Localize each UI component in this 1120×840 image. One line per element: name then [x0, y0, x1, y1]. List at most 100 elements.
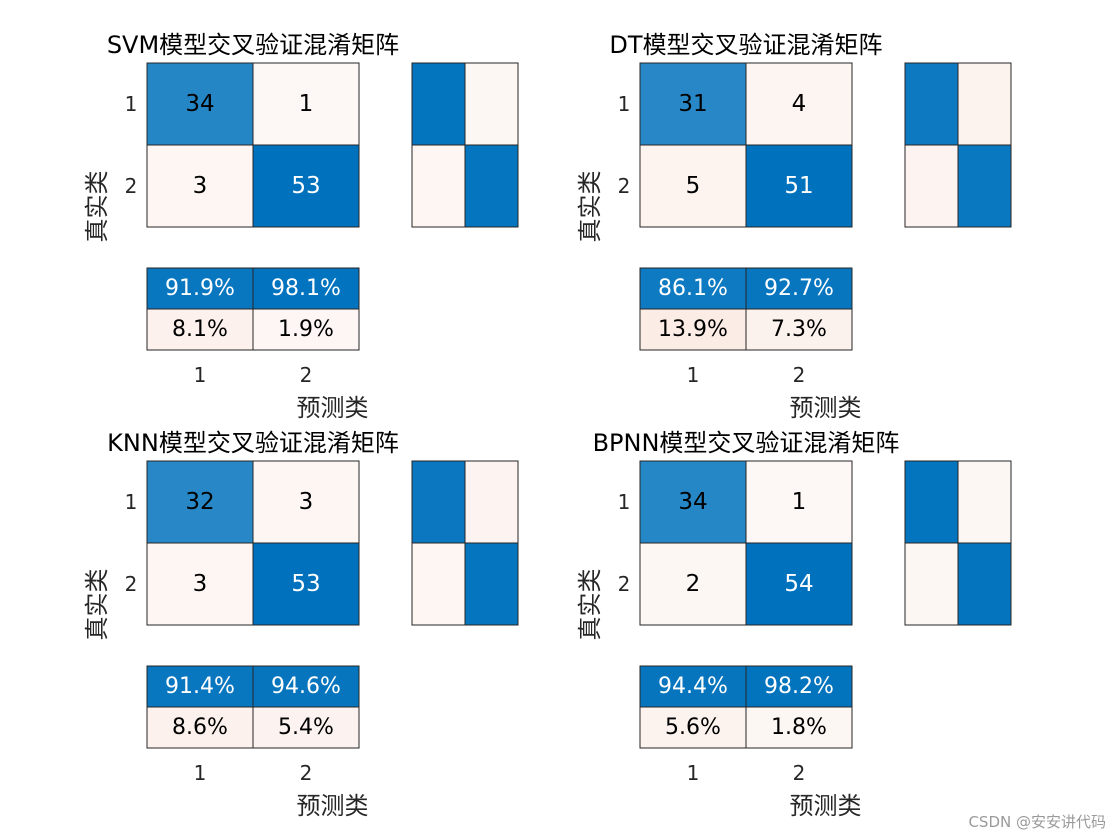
column-summary-correct-value: 98.1% [271, 276, 341, 301]
matrix-cell [745, 542, 853, 626]
x-axis-label: 预测类 [297, 792, 369, 820]
row-tick-label: 2 [125, 174, 138, 198]
column-summary-incorrect-value: 5.6% [665, 715, 721, 740]
confusion-chart-1: SVM模型交叉验证混淆矩阵 34 1 3 53 1 2 真实类 91.9% 98.1% 8.1% 1.… [83, 31, 519, 422]
column-summary-correct-value: 86.1% [658, 276, 728, 301]
column-summary-incorrect-value: 8.6% [172, 715, 228, 740]
column-summary-correct-cell [639, 665, 747, 708]
y-axis-label: 真实类 [83, 569, 111, 641]
matrix-cell [146, 542, 254, 626]
row-tick-label: 1 [618, 92, 631, 116]
matrix-cell [252, 460, 360, 544]
row-summary-cell [464, 62, 519, 146]
row-tick-label: 2 [125, 572, 138, 596]
chart-title: BPNN模型交叉验证混淆矩阵 [593, 429, 900, 457]
matrix-cell-value: 53 [291, 571, 320, 597]
row-summary-cell [957, 542, 1012, 626]
column-summary-correct-value: 91.9% [165, 276, 235, 301]
row-summary-cell [464, 144, 519, 228]
row-summary-cell [411, 460, 466, 544]
y-axis-label: 真实类 [83, 171, 111, 243]
confusion-chart-2: DT模型交叉验证混淆矩阵 31 4 5 51 1 2 真实类 86.1% 92.7% 13.9% 7.… [576, 31, 1012, 422]
column-tick-label: 1 [687, 761, 700, 785]
watermark: CSDN @安安讲代码 [968, 813, 1106, 831]
column-summary-correct-value: 94.6% [271, 674, 341, 699]
row-tick-label: 1 [125, 490, 138, 514]
row-summary-cell [411, 144, 466, 228]
row-summary-cell [464, 542, 519, 626]
row-summary-cell [957, 144, 1012, 228]
column-summary-correct-cell [745, 665, 853, 708]
row-summary-cell [957, 62, 1012, 146]
row-summary-cell [957, 460, 1012, 544]
column-summary-incorrect-cell [639, 706, 747, 749]
column-tick-label: 1 [194, 363, 207, 387]
column-summary-correct-value: 91.4% [165, 674, 235, 699]
matrix-cell-value: 53 [291, 173, 320, 199]
row-summary-cell [904, 542, 959, 626]
column-tick-label: 2 [793, 761, 806, 785]
chart-title: DT模型交叉验证混淆矩阵 [609, 31, 882, 59]
x-axis-label: 预测类 [297, 394, 369, 422]
row-tick-label: 1 [125, 92, 138, 116]
matrix-cell [146, 62, 254, 146]
matrix-cell-value: 3 [193, 173, 208, 199]
column-tick-label: 2 [300, 363, 313, 387]
column-summary-correct-value: 94.4% [658, 674, 728, 699]
column-summary-incorrect-value: 5.4% [278, 715, 334, 740]
row-tick-label: 2 [618, 572, 631, 596]
column-summary-correct-cell [252, 267, 360, 310]
matrix-cell-value: 3 [299, 489, 314, 515]
matrix-cell [745, 62, 853, 146]
column-tick-label: 1 [687, 363, 700, 387]
matrix-cell-value: 1 [792, 489, 807, 515]
matrix-cell [639, 542, 747, 626]
row-tick-label: 2 [618, 174, 631, 198]
chart-title: KNN模型交叉验证混淆矩阵 [107, 429, 399, 457]
column-tick-label: 1 [194, 761, 207, 785]
row-summary-cell [904, 62, 959, 146]
x-axis-label: 预测类 [790, 792, 862, 820]
column-tick-label: 2 [793, 363, 806, 387]
matrix-cell-value: 1 [299, 91, 314, 117]
matrix-cell [745, 460, 853, 544]
matrix-cell-value: 4 [792, 91, 807, 117]
matrix-cell [252, 144, 360, 228]
row-summary-cell [904, 460, 959, 544]
column-summary-incorrect-value: 8.1% [172, 317, 228, 342]
x-axis-label: 预测类 [790, 394, 862, 422]
matrix-cell-value: 34 [678, 489, 707, 515]
column-summary-incorrect-cell [745, 308, 853, 351]
column-summary-correct-cell [745, 267, 853, 310]
matrix-cell-value: 2 [686, 571, 701, 597]
column-summary-incorrect-cell [146, 308, 254, 351]
column-summary-incorrect-cell [252, 308, 360, 351]
row-summary-cell [904, 144, 959, 228]
matrix-cell [146, 144, 254, 228]
confusion-chart-4: BPNN模型交叉验证混淆矩阵 34 1 2 54 1 2 真实类 94.4% 98.2% 5.6% 1… [576, 429, 1012, 820]
column-summary-incorrect-cell [745, 706, 853, 749]
matrix-cell [745, 144, 853, 228]
chart-title: SVM模型交叉验证混淆矩阵 [107, 31, 399, 59]
column-summary-correct-value: 98.2% [764, 674, 834, 699]
column-summary-incorrect-value: 1.8% [771, 715, 827, 740]
column-summary-incorrect-value: 7.3% [771, 317, 827, 342]
matrix-cell-value: 34 [185, 91, 214, 117]
column-summary-correct-cell [252, 665, 360, 708]
matrix-cell [146, 460, 254, 544]
matrix-cell-value: 51 [784, 173, 813, 199]
matrix-cell [639, 460, 747, 544]
matrix-cell [252, 62, 360, 146]
row-summary-cell [411, 62, 466, 146]
matrix-cell [252, 542, 360, 626]
matrix-cell-value: 3 [193, 571, 208, 597]
row-summary-cell [411, 542, 466, 626]
column-summary-incorrect-value: 1.9% [278, 317, 334, 342]
matrix-cell-value: 31 [678, 91, 707, 117]
row-summary-cell [464, 460, 519, 544]
column-summary-incorrect-cell [146, 706, 254, 749]
column-summary-correct-cell [146, 665, 254, 708]
y-axis-label: 真实类 [576, 569, 604, 641]
matrix-cell-value: 54 [784, 571, 813, 597]
